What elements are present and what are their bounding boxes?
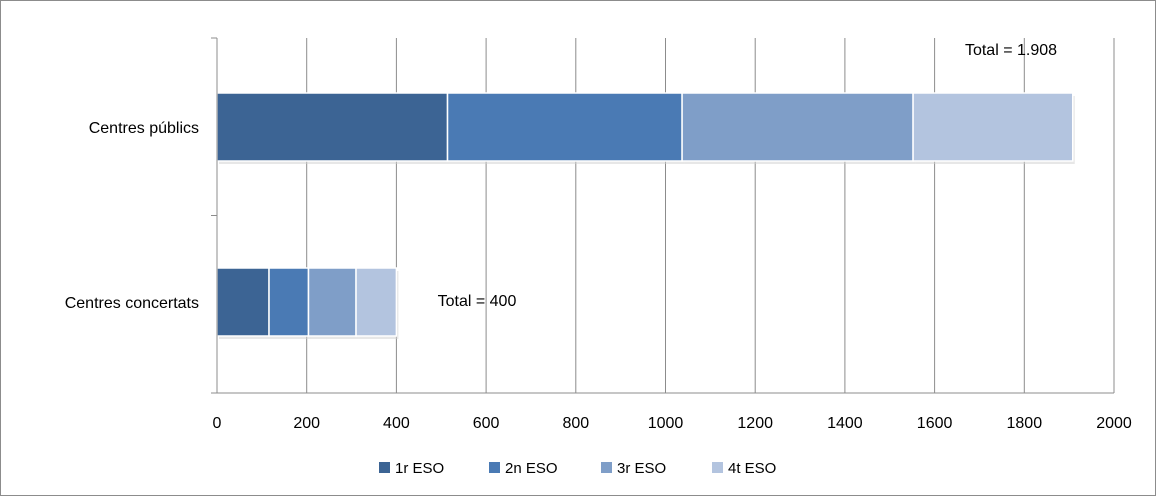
x-tick-label: 1200 xyxy=(737,415,773,432)
x-tick-label: 400 xyxy=(383,415,410,432)
bar-segment-3 xyxy=(681,92,914,162)
x-tick-label: 1600 xyxy=(917,415,953,432)
bar-group xyxy=(216,92,1075,339)
legend-swatch-2 xyxy=(489,462,500,473)
legend-label: 3r ESO xyxy=(617,460,666,477)
legend-label: 4t ESO xyxy=(728,460,776,477)
bar-segment-4 xyxy=(355,267,398,337)
legend: 1r ESO 2n ESO 3r ESO 4t ESO xyxy=(379,460,776,477)
bar-segment-2 xyxy=(446,92,683,162)
category-label: Centres concertats xyxy=(65,295,199,312)
total-annotation: Total = 1.908 xyxy=(965,42,1057,59)
legend-label: 1r ESO xyxy=(395,460,444,477)
x-tick-label: 1000 xyxy=(648,415,684,432)
axes xyxy=(211,37,1114,394)
bar-segment-1 xyxy=(216,92,449,162)
bar-segment-4 xyxy=(912,92,1074,162)
legend-swatch-3 xyxy=(601,462,612,473)
x-tick-label: 1800 xyxy=(1007,415,1043,432)
total-annotation: Total = 400 xyxy=(438,293,517,310)
legend-swatch-1 xyxy=(379,462,390,473)
bar-segment-3 xyxy=(307,267,357,337)
x-tick-label: 600 xyxy=(473,415,500,432)
x-tick-label: 800 xyxy=(562,415,589,432)
x-tick-label: 2000 xyxy=(1096,415,1132,432)
x-tick-label: 0 xyxy=(213,415,222,432)
bar-segment-2 xyxy=(268,267,310,337)
x-tick-label: 200 xyxy=(293,415,320,432)
labels: Centres públics Total = 1.908 Centres conc… xyxy=(65,42,1132,432)
legend-label: 2n ESO xyxy=(505,460,558,477)
legend-swatch-4 xyxy=(712,462,723,473)
category-label: Centres públics xyxy=(89,120,199,137)
x-tick-label: 1400 xyxy=(827,415,863,432)
bar-segment-1 xyxy=(216,267,270,337)
